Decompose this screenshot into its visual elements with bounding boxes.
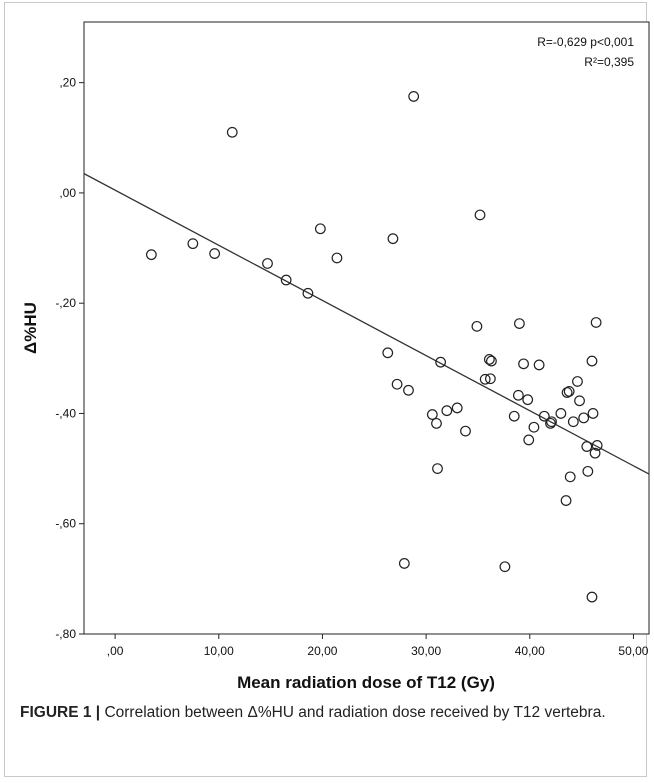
x-tick-label: 30,00 <box>411 644 441 658</box>
data-point <box>145 249 157 261</box>
x-tick-label: ,00 <box>107 644 124 658</box>
y-tick-label: -,60 <box>55 517 76 531</box>
data-point <box>302 287 314 299</box>
x-tick-label: 50,00 <box>618 644 648 658</box>
plot-area <box>83 21 650 635</box>
data-point <box>398 558 410 569</box>
caption-text: Correlation between Δ%HU and radiation d… <box>100 704 606 721</box>
data-point <box>435 356 447 368</box>
data-point <box>471 320 483 332</box>
data-points <box>145 91 603 603</box>
data-point <box>589 447 601 459</box>
data-point <box>523 434 535 446</box>
data-point <box>567 416 579 428</box>
data-point <box>474 209 486 221</box>
data-point <box>460 425 471 437</box>
data-point <box>403 384 414 396</box>
data-point <box>441 405 453 417</box>
y-tick-label: ,20 <box>59 76 76 90</box>
caption-lead: FIGURE 1 | <box>20 704 101 721</box>
data-point <box>382 347 394 359</box>
data-point <box>572 376 583 387</box>
data-point <box>432 463 443 474</box>
data-point <box>483 354 495 365</box>
stats-annotation-r: R=-0,629 p<0,001 <box>537 35 634 49</box>
data-point <box>528 421 540 433</box>
data-point <box>331 252 343 264</box>
data-point <box>514 318 525 329</box>
x-tick-label: 40,00 <box>515 644 545 658</box>
data-point <box>209 248 221 259</box>
data-point <box>508 410 520 422</box>
figure-caption: FIGURE 1 | Correlation between Δ%HU and … <box>20 701 632 725</box>
data-point <box>426 409 438 420</box>
data-point <box>280 274 292 286</box>
data-point <box>226 126 238 138</box>
y-axis-label: Δ%HU <box>21 302 40 354</box>
data-point <box>512 389 524 401</box>
data-point <box>533 359 545 371</box>
y-tick-label: -,20 <box>55 296 76 310</box>
data-point <box>451 402 463 414</box>
data-point <box>486 355 497 367</box>
scatter-chart: ,20 ,00 -,20 -,40 -,60 -,80 ,00 10,00 20,00 30,0… <box>21 21 650 692</box>
data-point <box>262 258 273 269</box>
y-tick-label: ,00 <box>59 186 76 200</box>
data-point <box>587 408 599 419</box>
data-point <box>555 408 567 419</box>
x-tick-label: 20,00 <box>307 644 337 658</box>
data-point <box>586 591 598 603</box>
x-tick-label: 10,00 <box>204 644 234 658</box>
y-tick-label: -,80 <box>55 627 76 641</box>
data-point <box>431 417 442 429</box>
data-point <box>408 91 420 102</box>
stats-annotation-r2: R²=0,395 <box>584 55 634 69</box>
data-point <box>578 412 590 424</box>
data-point <box>563 386 575 397</box>
data-point <box>479 373 491 385</box>
data-point <box>387 233 399 245</box>
data-point <box>499 561 511 573</box>
data-point <box>546 416 557 428</box>
data-point <box>564 471 576 483</box>
data-point <box>391 378 403 390</box>
data-point <box>586 355 598 367</box>
y-tick-label: -,40 <box>55 406 76 420</box>
data-point <box>582 465 594 477</box>
data-point <box>591 440 603 451</box>
data-point <box>518 358 529 370</box>
x-axis-label: Mean radiation dose of T12 (Gy) <box>237 673 495 692</box>
x-axis-ticks: ,00 10,00 20,00 30,00 40,00 50,00 <box>107 634 649 658</box>
data-point <box>590 317 602 328</box>
data-point <box>545 417 556 429</box>
data-point <box>538 410 550 422</box>
data-point <box>187 238 199 250</box>
data-point <box>522 394 534 406</box>
data-point <box>484 373 496 385</box>
data-point <box>581 441 593 452</box>
data-point <box>314 223 326 235</box>
data-point <box>574 395 585 407</box>
y-axis-ticks: ,20 ,00 -,20 -,40 -,60 -,80 <box>55 76 84 641</box>
data-point <box>560 495 572 506</box>
